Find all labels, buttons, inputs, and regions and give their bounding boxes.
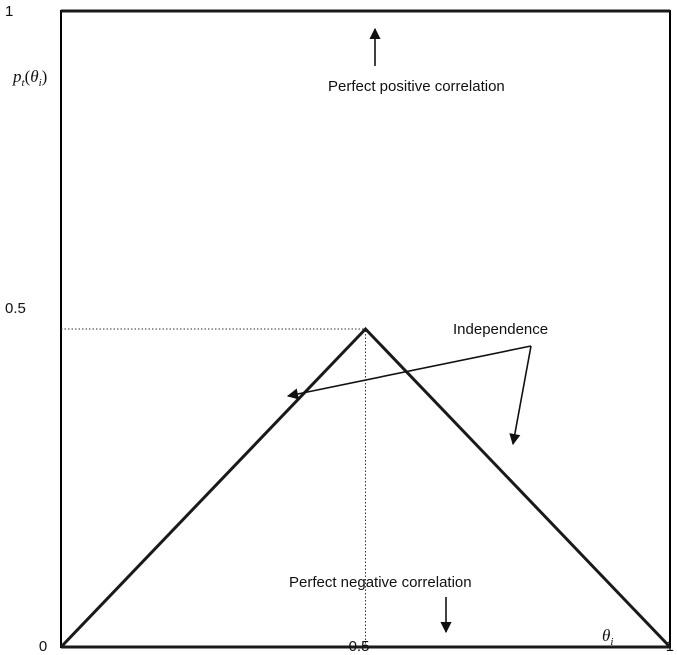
x-tick-label-0: 0	[39, 638, 47, 655]
y-tick-label-0.5: 0.5	[5, 300, 26, 317]
y-axis-label-theta: θ	[30, 67, 38, 86]
series-layer	[59, 9, 672, 649]
y-axis-label-p-subscript: t	[22, 77, 26, 89]
x-tick-label-1: 1	[666, 638, 674, 655]
x-tick-label-0.5: 0.5	[349, 638, 370, 655]
independence-arrow-left	[286, 345, 532, 400]
y-axis-label-p: p	[12, 67, 22, 86]
series-independence-line	[59, 326, 672, 649]
x-axis-label: θi	[602, 626, 613, 648]
y-tick-label-1: 1	[5, 3, 13, 20]
y-axis-label-theta-subscript: i	[39, 77, 42, 89]
y-axis-label: pt(θi)	[12, 67, 47, 89]
annotation-positive-correlation: Perfect positive correlation	[328, 78, 505, 95]
annotation-independence: Independence	[453, 321, 548, 338]
x-axis-label-subscript: i	[610, 636, 613, 648]
guide-lines	[61, 328, 366, 647]
x-axis-label-theta: θ	[602, 626, 610, 645]
independence-arrow-right	[509, 345, 532, 446]
y-axis-label-open-paren: (	[25, 67, 31, 86]
y-axis-label-close-paren: )	[42, 67, 48, 86]
annotation-negative-correlation: Perfect negative correlation	[289, 574, 472, 591]
